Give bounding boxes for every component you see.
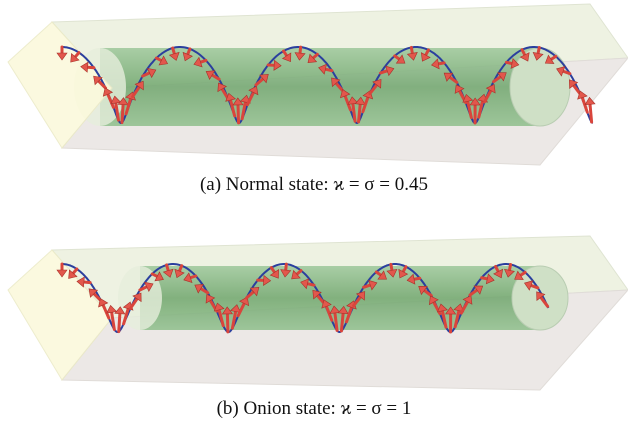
- cylinder: [140, 266, 540, 330]
- spin-arrow: [188, 49, 190, 54]
- spin-arrow: [84, 282, 90, 283]
- spin-arrow: [506, 62, 512, 63]
- spin-arrow: [167, 265, 169, 271]
- spin-arrow: [438, 63, 444, 64]
- spin-arrow: [391, 264, 392, 270]
- spin-arrow: [173, 48, 175, 54]
- spin-arrow: [509, 264, 510, 270]
- spin-arrow: [325, 69, 331, 70]
- spin-arrow: [590, 104, 592, 122]
- spin-arrow: [119, 314, 120, 332]
- spin-arrow: [353, 104, 355, 121]
- cylinder-end: [510, 48, 570, 126]
- spin-arrow: [227, 314, 228, 332]
- spin-arrow: [359, 104, 361, 122]
- caption: (b) Onion state: ϰ = σ = 1: [217, 398, 412, 419]
- spin-arrow: [286, 264, 287, 270]
- spin-arrow: [411, 47, 412, 53]
- panel-normal-state: [8, 4, 628, 165]
- spin-arrow: [364, 285, 371, 287]
- spin-arrow: [190, 276, 195, 278]
- spin-arrow: [335, 313, 337, 330]
- figure: (a) Normal state: ϰ = σ = 0.45 (b) Onion…: [0, 0, 628, 431]
- caption: (a) Normal state: ϰ = σ = 0.45: [200, 174, 428, 195]
- spin-arrow: [300, 47, 301, 53]
- spin-arrow: [238, 105, 239, 123]
- spin-arrow: [381, 71, 388, 73]
- panel-onion-state: [8, 236, 628, 390]
- spin-arrow: [179, 266, 181, 271]
- spin-arrow: [341, 313, 343, 331]
- spin-arrow: [482, 278, 488, 279]
- spin-arrow: [538, 48, 539, 54]
- spin-arrow: [201, 60, 206, 62]
- spin-arrow: [122, 105, 123, 123]
- spin-arrow: [308, 284, 314, 285]
- spin-arrow: [414, 278, 420, 279]
- spin-arrow: [88, 67, 94, 68]
